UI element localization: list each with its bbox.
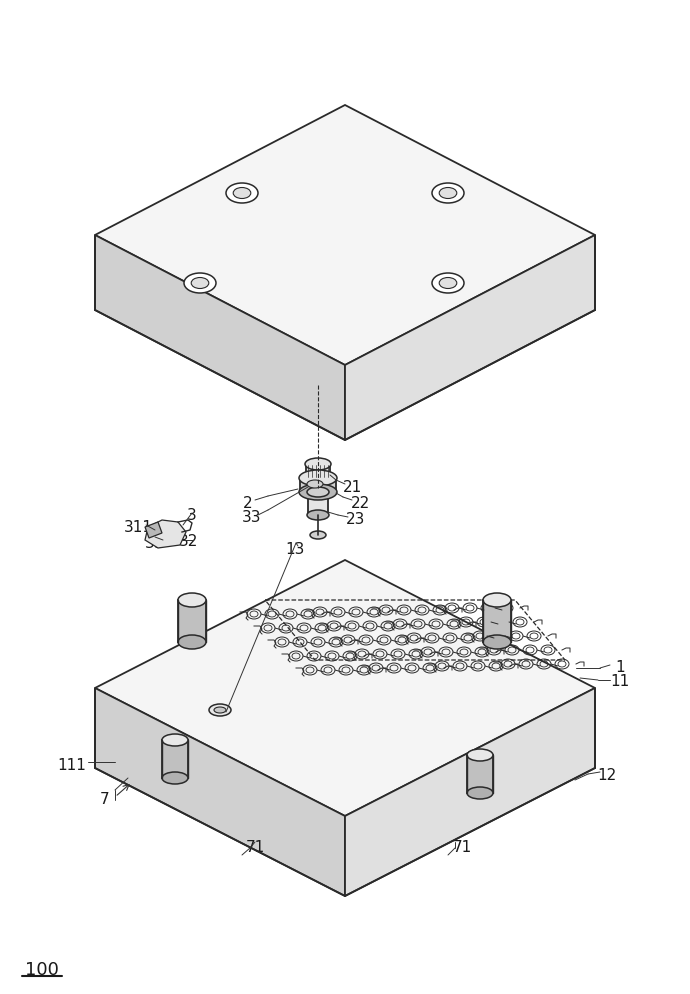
Ellipse shape [467,787,493,799]
Ellipse shape [178,635,206,649]
Ellipse shape [162,734,188,746]
Text: 31: 31 [146,536,165,551]
Ellipse shape [299,484,337,500]
Text: 311: 311 [124,520,152,535]
Polygon shape [95,105,595,365]
Ellipse shape [305,458,331,470]
Polygon shape [95,688,345,896]
Ellipse shape [467,749,493,761]
Ellipse shape [440,188,457,199]
Text: 2: 2 [243,495,253,511]
Polygon shape [300,478,336,492]
Text: 11: 11 [611,675,629,690]
Ellipse shape [305,472,331,484]
Ellipse shape [310,531,326,539]
Polygon shape [345,688,595,896]
Ellipse shape [162,772,188,784]
Ellipse shape [233,188,250,199]
Polygon shape [483,600,511,642]
Text: 32: 32 [178,535,198,550]
Text: 22: 22 [351,495,370,511]
Polygon shape [178,600,206,642]
Text: 21: 21 [342,480,362,495]
Ellipse shape [209,704,231,716]
Polygon shape [145,522,162,538]
Ellipse shape [299,470,337,486]
Polygon shape [345,235,595,440]
Polygon shape [95,560,595,816]
Text: 3: 3 [187,508,197,523]
Text: 100: 100 [25,961,59,979]
Ellipse shape [191,277,209,288]
Ellipse shape [483,593,511,607]
Text: 71: 71 [246,841,265,856]
Polygon shape [467,755,493,793]
Text: 111: 111 [57,757,86,772]
Text: 33: 33 [242,511,262,526]
Text: 23: 23 [346,513,366,528]
Ellipse shape [307,487,329,497]
Text: 12: 12 [598,767,617,782]
Ellipse shape [432,183,464,203]
Ellipse shape [483,635,511,649]
Ellipse shape [178,593,206,607]
Ellipse shape [432,273,464,293]
Polygon shape [145,520,186,548]
Polygon shape [162,740,188,778]
Ellipse shape [214,707,226,713]
Polygon shape [95,235,345,440]
Ellipse shape [307,510,329,520]
Ellipse shape [440,277,457,288]
Text: 13: 13 [285,542,305,557]
Ellipse shape [307,480,323,488]
Text: 71: 71 [453,841,472,856]
Polygon shape [306,464,330,478]
Polygon shape [308,492,328,515]
Text: 7: 7 [100,792,110,807]
Ellipse shape [226,183,258,203]
Text: 1: 1 [615,660,625,676]
Ellipse shape [184,273,216,293]
